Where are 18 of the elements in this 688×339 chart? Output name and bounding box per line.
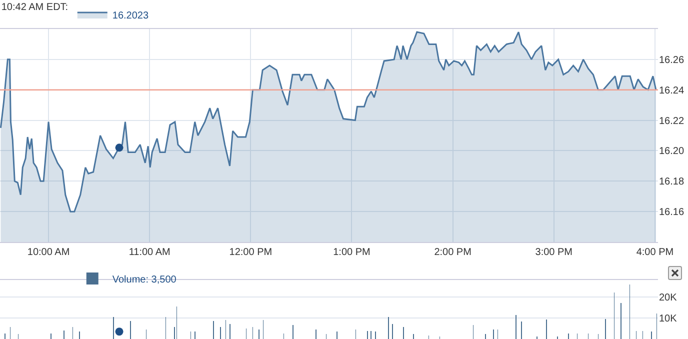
x-tick-label: 12:00 PM (229, 247, 272, 258)
y-tick-label: 16.16 (659, 207, 684, 218)
y-tick-label: 10K (659, 313, 678, 324)
x-tick-label: 3:00 PM (535, 247, 573, 258)
x-tick-label: 1:00 PM (333, 247, 370, 258)
legend-label: 16.2023 (112, 10, 149, 22)
x-tick-label: 4:00 PM (636, 247, 674, 258)
y-tick-label: 16.24 (659, 85, 684, 96)
y-tick-label: 16.20 (659, 146, 684, 158)
x-tick-label: 11:00 AM (128, 247, 170, 258)
x-tick-label: 10:00 AM (27, 247, 70, 258)
x-tick-label: 2:00 PM (434, 247, 472, 258)
y-tick-label: 16.22 (659, 116, 684, 127)
y-tick-label: 20K (659, 292, 678, 304)
y-tick-label: 16.18 (659, 176, 684, 188)
legend-label: Volume: 3,500 (112, 274, 177, 286)
y-tick-label: 16.26 (659, 54, 684, 66)
chart-title: 10:42 AM EDT: (1, 2, 68, 13)
